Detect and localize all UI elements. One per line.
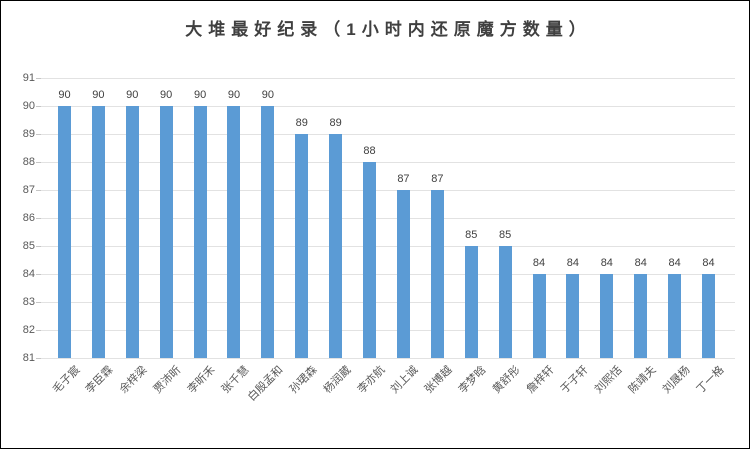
bar-value-label: 84 — [566, 257, 580, 269]
bar — [634, 274, 648, 358]
bar-value-label: 84 — [668, 257, 681, 269]
bar — [261, 106, 275, 358]
bar-value-label: 84 — [600, 257, 613, 269]
gridline — [41, 358, 735, 359]
bar — [668, 274, 682, 358]
gridline — [41, 330, 735, 331]
bar-value-label: 90 — [92, 89, 105, 101]
bar — [58, 106, 71, 358]
y-axis-label: 90 — [22, 100, 35, 112]
bar — [464, 246, 478, 358]
bar-value-label: 90 — [126, 89, 139, 101]
category-label: 李臣霖 — [84, 364, 116, 396]
bar-value-label: 90 — [227, 89, 241, 101]
bar-value-label: 90 — [160, 89, 173, 101]
category-label: 李亦航 — [355, 364, 388, 396]
category-label: 于子轩 — [558, 364, 591, 396]
bar — [363, 162, 377, 358]
category-label: 刘熙恬 — [592, 364, 625, 396]
category-label: 刘上诚 — [389, 364, 421, 396]
category-label: 李昕禾 — [185, 364, 218, 396]
gridline — [41, 274, 735, 275]
chart-title: 大堆最好纪录（1小时内还原魔方数量） — [185, 20, 592, 39]
bar-value-label: 84 — [702, 257, 715, 269]
category-label: 丁一格 — [694, 364, 726, 396]
category-label: 李梦晗 — [456, 364, 489, 396]
y-axis-tick — [36, 302, 41, 303]
category-label: 白殷孟和 — [245, 364, 286, 404]
bar — [193, 106, 207, 358]
gridline — [41, 106, 735, 107]
bar-value-label: 90 — [261, 89, 274, 101]
bar — [498, 246, 512, 358]
category-label: 詹梓轩 — [524, 364, 557, 396]
y-axis-tick — [36, 134, 41, 135]
category-label: 张博越 — [422, 364, 455, 396]
bar — [430, 190, 444, 358]
bar-value-label: 84 — [532, 257, 546, 269]
bar — [295, 134, 309, 358]
category-label: 贾沛昕 — [151, 364, 184, 396]
y-axis-label: 89 — [22, 128, 35, 140]
gridline — [41, 246, 735, 247]
bar — [532, 274, 546, 358]
y-axis-label: 91 — [22, 72, 35, 84]
category-label: 孙珺森 — [287, 364, 320, 396]
bar-value-label: 88 — [363, 145, 376, 157]
category-label: 陈靖夫 — [626, 364, 659, 396]
category-label: 刘晟杨 — [660, 364, 693, 396]
category-label: 毛子宸 — [50, 364, 82, 396]
bar — [91, 106, 105, 358]
y-axis-tick — [36, 78, 41, 79]
y-axis-label: 86 — [22, 212, 35, 224]
y-axis-label: 84 — [22, 268, 35, 280]
bar-value-label: 85 — [499, 229, 512, 241]
bar-value-label: 87 — [431, 173, 444, 185]
bar — [396, 190, 410, 358]
bar — [125, 106, 139, 358]
y-axis-label: 81 — [22, 352, 35, 364]
gridline — [41, 302, 735, 303]
bar — [329, 134, 343, 358]
bar-value-label: 87 — [397, 173, 410, 185]
category-label: 杨润葳 — [321, 364, 354, 396]
y-axis-label: 82 — [22, 324, 35, 336]
y-axis-tick — [36, 358, 41, 359]
bar — [227, 106, 241, 358]
gridline — [41, 78, 735, 79]
gridline — [41, 134, 735, 135]
y-axis-label: 87 — [22, 184, 35, 196]
y-axis-tick — [36, 190, 41, 191]
category-label: 黄舒彤 — [490, 364, 523, 396]
bar-value-label: 89 — [295, 117, 308, 129]
gridline — [41, 190, 735, 191]
bar-value-label: 89 — [329, 117, 342, 129]
bar — [600, 274, 614, 358]
y-axis-label: 83 — [22, 296, 35, 308]
bar-value-label: 90 — [58, 89, 71, 101]
y-axis-label: 85 — [22, 240, 35, 252]
bar-value-label: 90 — [193, 89, 207, 101]
bar — [702, 274, 715, 358]
category-label: 余梓梁 — [117, 364, 150, 396]
y-axis-tick — [36, 330, 41, 331]
bar-value-label: 84 — [634, 257, 647, 269]
gridline — [41, 218, 735, 219]
bar — [159, 106, 173, 358]
y-axis-tick — [36, 162, 41, 163]
y-axis-tick — [36, 106, 41, 107]
y-axis-tick — [36, 274, 41, 275]
category-label: 张千慧 — [219, 364, 252, 396]
gridline — [41, 162, 735, 163]
y-axis-tick — [36, 246, 41, 247]
y-axis-label: 88 — [22, 156, 35, 168]
bar — [566, 274, 580, 358]
y-axis-tick — [36, 218, 41, 219]
bar-value-label: 85 — [465, 229, 478, 241]
